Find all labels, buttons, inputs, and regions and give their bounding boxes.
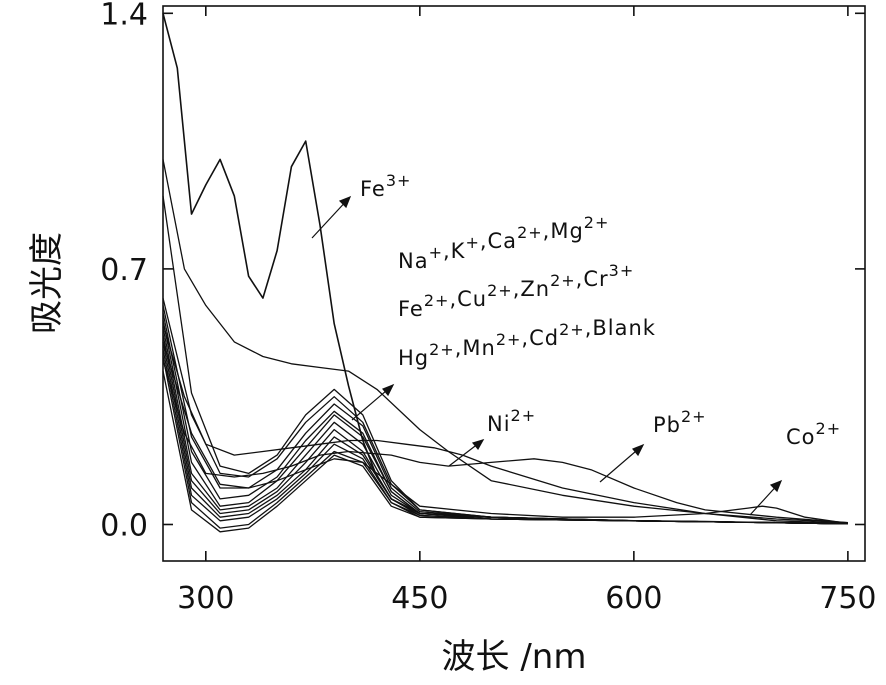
annotation-pb: Pb2+	[653, 407, 707, 437]
annotation-ni: Ni2+	[487, 406, 536, 436]
tick-group: 300 450 600 750 0.0 0.7 1.4	[100, 0, 876, 616]
y-axis-title: 吸光度	[27, 232, 67, 334]
group-arrowhead	[383, 385, 393, 395]
x-tick-label: 300	[177, 581, 234, 616]
y-tick-label: 1.4	[100, 0, 148, 32]
spectrum-line-1	[163, 13, 848, 523]
y-tick-label: 0.0	[100, 508, 148, 543]
pb-arrowhead	[633, 445, 643, 455]
spectrum-line-14	[163, 349, 848, 524]
x-tick-label: 450	[391, 581, 448, 616]
annotation-line-1: Na+,K+,Ca2+,Mg2+	[398, 213, 609, 273]
y-tick-label: 0.7	[100, 253, 148, 288]
ni-arrowhead	[473, 440, 483, 449]
x-axis-title: 波长 /nm	[442, 637, 587, 677]
annotation-line-3: Hg2+,Mn2+,Cd2+,Blank	[398, 316, 656, 370]
annotation-group: Fe3+ Na+,K+,Ca2+,Mg2+Fe2+,Cu2+,Zn2+,Cr3+H…	[360, 171, 841, 449]
annotation-fe3: Fe3+	[360, 171, 411, 201]
x-tick-label: 600	[605, 581, 662, 616]
annotation-co: Co2+	[786, 419, 841, 449]
x-tick-label: 750	[819, 581, 876, 616]
series-group	[163, 13, 848, 532]
annotation-line-2: Fe2+,Cu2+,Zn2+,Cr3+	[398, 261, 634, 321]
